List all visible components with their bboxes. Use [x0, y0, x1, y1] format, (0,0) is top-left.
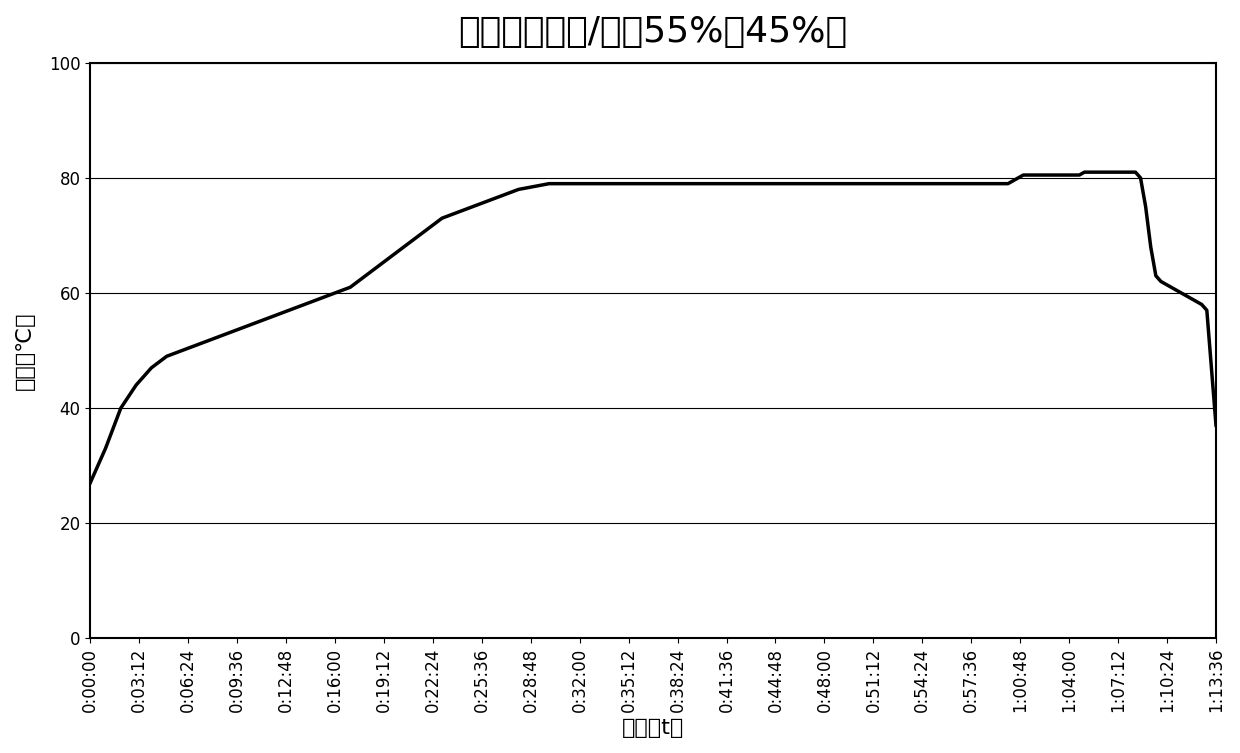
- Y-axis label: 温度（℃）: 温度（℃）: [15, 311, 35, 390]
- Title: 无水焦磷酸钓/水（55%：45%）: 无水焦磷酸钓/水（55%：45%）: [459, 15, 848, 49]
- X-axis label: 时间（t）: 时间（t）: [622, 718, 684, 738]
